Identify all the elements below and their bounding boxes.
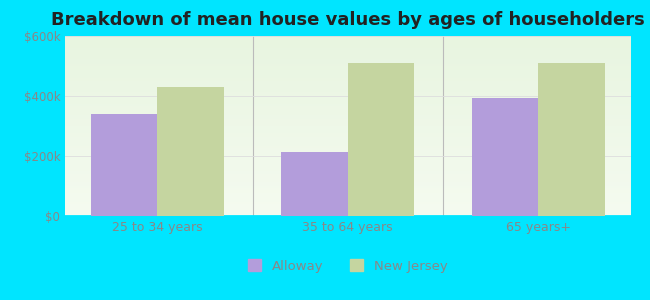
Title: Breakdown of mean house values by ages of householders: Breakdown of mean house values by ages o… [51,11,645,29]
Bar [91,114,157,216]
Bar [471,98,538,216]
Bar [348,63,415,216]
Bar [281,152,348,216]
Bar [157,87,224,216]
Legend: Alloway, New Jersey: Alloway, New Jersey [243,254,452,278]
Bar [538,63,604,216]
